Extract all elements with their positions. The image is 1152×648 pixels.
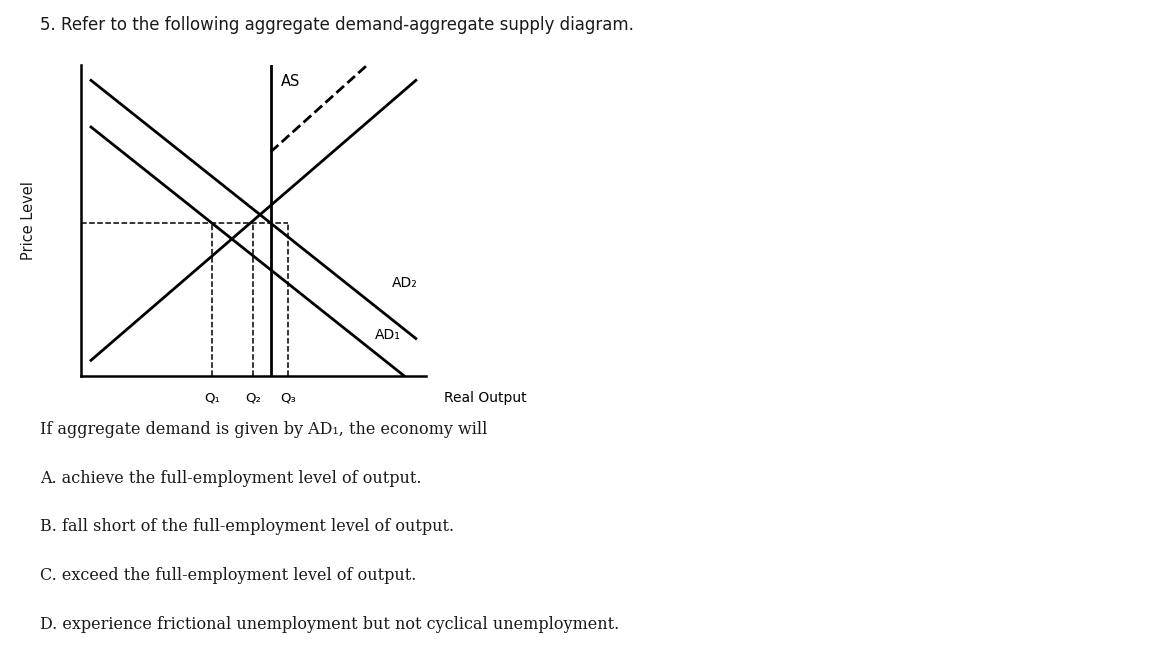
Text: AD₂: AD₂ <box>392 275 417 290</box>
Text: C. exceed the full-employment level of output.: C. exceed the full-employment level of o… <box>40 567 417 584</box>
Text: Q₂: Q₂ <box>245 391 262 404</box>
Text: D. experience frictional unemployment but not cyclical unemployment.: D. experience frictional unemployment bu… <box>40 616 620 632</box>
Text: Real Output: Real Output <box>444 391 526 406</box>
Text: AD₁: AD₁ <box>374 329 400 342</box>
Text: A. achieve the full-employment level of output.: A. achieve the full-employment level of … <box>40 470 422 487</box>
Text: Price Level: Price Level <box>21 181 37 260</box>
Text: 5. Refer to the following aggregate demand-aggregate supply diagram.: 5. Refer to the following aggregate dema… <box>40 16 635 34</box>
Text: If aggregate demand is given by AD₁, the economy will: If aggregate demand is given by AD₁, the… <box>40 421 487 438</box>
Text: Q₃: Q₃ <box>280 391 296 404</box>
Text: B. fall short of the full-employment level of output.: B. fall short of the full-employment lev… <box>40 518 454 535</box>
Text: Q₁: Q₁ <box>204 391 220 404</box>
Text: AS: AS <box>281 74 301 89</box>
